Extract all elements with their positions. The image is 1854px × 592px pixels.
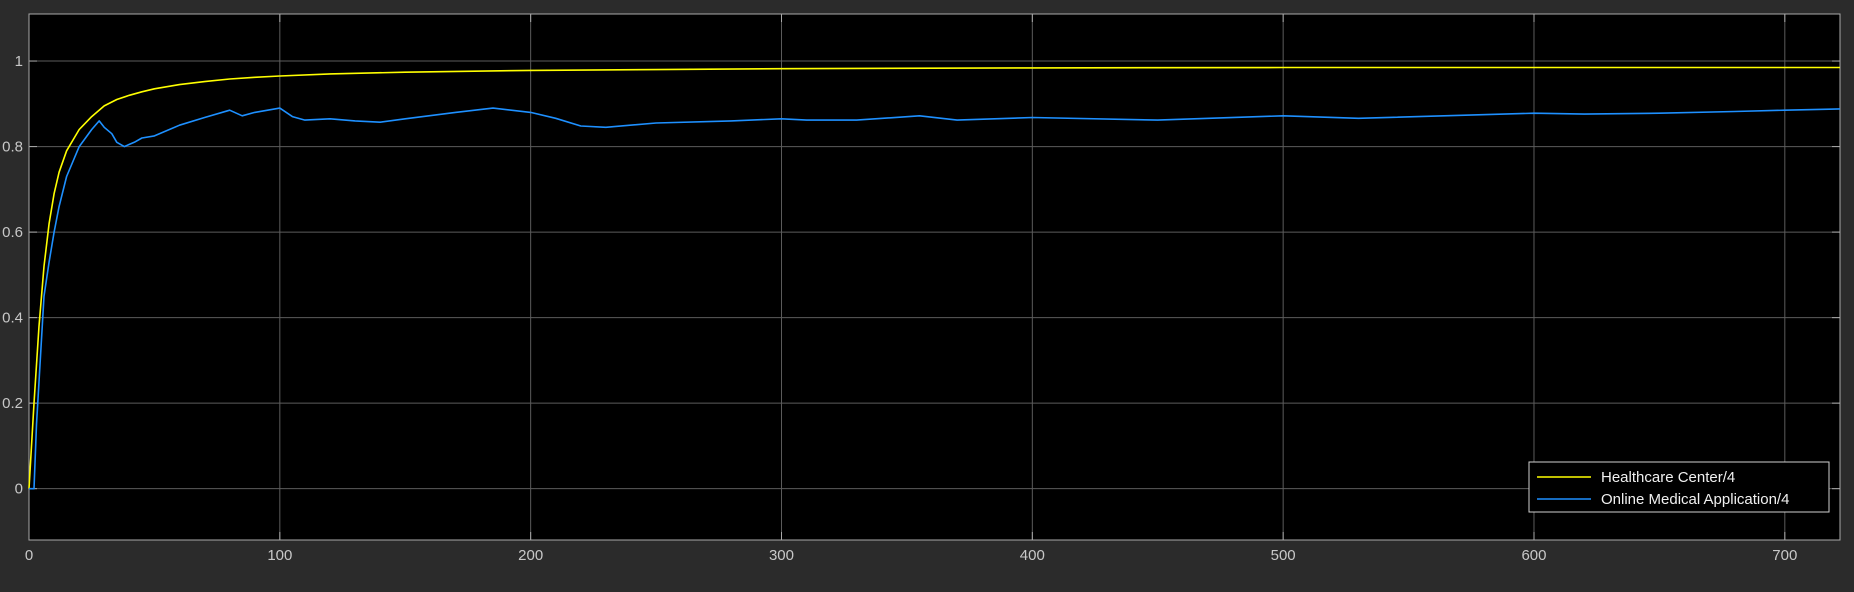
- y-tick-label: 0: [15, 481, 23, 498]
- legend-box: [1528, 461, 1830, 513]
- y-tick-label: 0.6: [2, 224, 23, 241]
- x-tick-label: 0: [25, 547, 33, 564]
- x-tick-label: 100: [267, 547, 292, 564]
- series-lines: [28, 66, 1841, 490]
- legend-label-online-medical-application: Online Medical Application/4: [1601, 491, 1789, 508]
- x-tick-label: 700: [1772, 547, 1797, 564]
- x-tick-label: 200: [518, 547, 543, 564]
- legend-label-healthcare-center: Healthcare Center/4: [1601, 469, 1735, 486]
- y-tick-label: 1: [15, 53, 23, 70]
- y-tick-label: 0.4: [2, 310, 23, 327]
- y-tick-label: 0.8: [2, 139, 23, 156]
- series-line-0: [28, 66, 1840, 489]
- x-tick-label: 300: [769, 547, 794, 564]
- x-tick-label: 500: [1271, 547, 1296, 564]
- tick-labels: 0 100 200 300 400 500 600 700 0 0.2 0.4 0.6 0.8 1: [2, 53, 1797, 564]
- series-line-1: [29, 107, 1841, 490]
- axes: [28, 13, 1841, 541]
- x-tick-label: 600: [1521, 547, 1546, 564]
- legend: Healthcare Center/4 Online Medical Appli…: [1528, 461, 1830, 513]
- y-tick-label: 0.2: [2, 395, 23, 412]
- plot-area: [29, 14, 1840, 540]
- grid: [28, 14, 1840, 540]
- axes-box: [28, 13, 1841, 541]
- x-tick-label: 400: [1020, 547, 1045, 564]
